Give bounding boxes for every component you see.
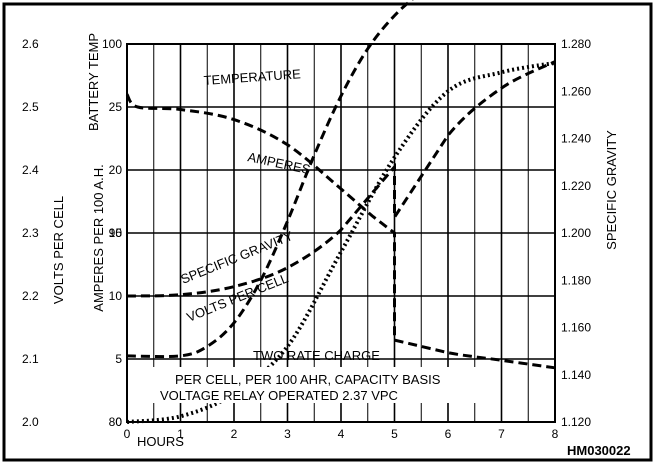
- label-temperature: TEMPERATURE: [203, 66, 301, 88]
- x-tick-label: 7: [498, 427, 505, 441]
- grid: [127, 44, 555, 422]
- gravity-tick-label: 1.200: [561, 226, 591, 240]
- amperes-tick-label: 25: [109, 100, 123, 114]
- x-tick-label: 1: [177, 427, 184, 441]
- axis-title-hours: HOURS: [137, 434, 184, 449]
- gravity-tick-label: 1.140: [561, 368, 591, 382]
- amperes-tick-label: 15: [109, 226, 123, 240]
- gravity-tick-label: 1.120: [561, 415, 591, 429]
- x-tick-label: 5: [391, 427, 398, 441]
- temp-tick-label: 90: [109, 226, 123, 240]
- amperes-tick-label: 0: [115, 415, 122, 429]
- figure-id: HM030022: [567, 443, 631, 458]
- annotation-two-rate-charge: TWO RATE CHARGE: [253, 348, 380, 363]
- axis-title-volts-per-cell: VOLTS PER CELL: [51, 196, 66, 304]
- volts-tick-label: 2.1: [22, 352, 39, 366]
- data-curves: [125, 0, 556, 424]
- axis-title-specific-gravity: SPECIFIC GRAVITY: [604, 130, 619, 250]
- amperes-tick-label: 20: [109, 163, 123, 177]
- gravity-tick-label: 1.180: [561, 273, 591, 287]
- volts-tick-label: 2.4: [22, 163, 39, 177]
- axis-title-battery-temp: BATTERY TEMP: [86, 33, 101, 131]
- annotation-voltage-relay: VOLTAGE RELAY OPERATED 2.37 VPC: [160, 388, 398, 403]
- series-volts-per-cell: [126, 60, 556, 298]
- series-amperes: [125, 93, 556, 370]
- label-amperes: AMPERES: [246, 149, 312, 177]
- amperes-tick-label: 10: [109, 289, 123, 303]
- plot-frame: [126, 43, 556, 423]
- x-tick-label: 8: [552, 427, 559, 441]
- gravity-tick-label: 1.220: [561, 179, 591, 193]
- temp-tick-label: 80: [109, 415, 123, 429]
- series-temperature: [126, 60, 556, 424]
- x-tick-label: 3: [284, 427, 291, 441]
- volts-tick-label: 2.0: [22, 415, 39, 429]
- tick-labels: 0 1 2 3 4 5 6 7 8 2.0 2.1 2.2 2.3 2.4 2.5 2.6 0 5 10 15 20 25…: [22, 37, 591, 441]
- series-specific-gravity: [126, 0, 414, 359]
- gravity-tick-label: 1.240: [561, 132, 591, 146]
- x-tick-label: 2: [231, 427, 238, 441]
- volts-tick-label: 2.3: [22, 226, 39, 240]
- axis-title-amperes: AMPERES PER 100 A.H.: [91, 164, 106, 311]
- volts-tick-label: 2.2: [22, 289, 39, 303]
- x-tick-label: 0: [124, 427, 131, 441]
- gravity-tick-label: 1.260: [561, 84, 591, 98]
- x-tick-label: 6: [445, 427, 452, 441]
- volts-tick-label: 2.6: [22, 37, 39, 51]
- gravity-tick-label: 1.160: [561, 321, 591, 335]
- gravity-tick-label: 1.280: [561, 37, 591, 51]
- annotation-capacity-basis: PER CELL, PER 100 AHR, CAPACITY BASIS: [175, 372, 441, 387]
- temp-tick-label: 100: [102, 37, 122, 51]
- x-tick-label: 4: [338, 427, 345, 441]
- annotation-box-background: [150, 367, 478, 403]
- volts-tick-label: 2.5: [22, 100, 39, 114]
- amperes-tick-label: 5: [115, 352, 122, 366]
